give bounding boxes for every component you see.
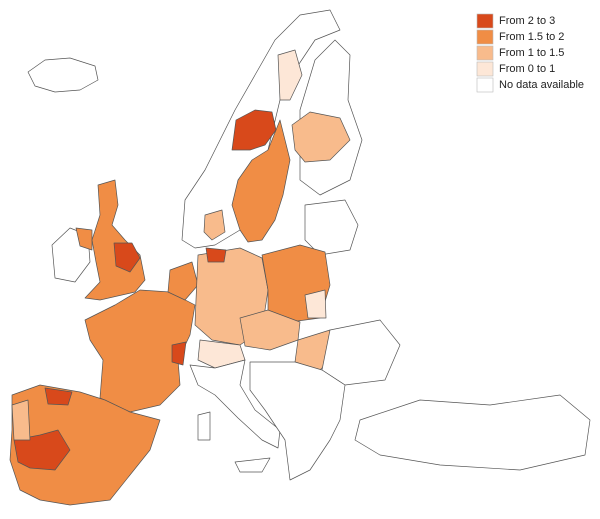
legend-label: From 1 to 1.5 (499, 47, 564, 59)
region (231, 109, 277, 151)
region (84, 179, 146, 301)
region (203, 209, 226, 241)
region (249, 361, 346, 481)
region (321, 319, 401, 386)
legend-label: No data available (499, 79, 584, 91)
region (234, 457, 271, 473)
region (197, 411, 211, 441)
region (113, 242, 141, 273)
region (27, 57, 99, 93)
legend-swatch (476, 61, 494, 77)
region (231, 119, 291, 243)
region (11, 399, 31, 441)
regions (9, 9, 591, 506)
region (291, 111, 351, 163)
region (75, 227, 93, 251)
region (354, 394, 591, 471)
legend-label: From 1.5 to 2 (499, 31, 564, 43)
legend-swatch (476, 13, 494, 29)
region (277, 49, 303, 101)
legend-swatch (476, 77, 494, 93)
legend-label: From 0 to 1 (499, 63, 555, 75)
legend: From 2 to 3 From 1.5 to 2 From 1 to 1.5 Fro… (476, 13, 584, 93)
region (189, 359, 281, 449)
legend-swatch (476, 45, 494, 61)
legend-swatch (476, 29, 494, 45)
region (84, 289, 196, 413)
region (171, 341, 187, 366)
region (9, 384, 161, 506)
region (167, 261, 199, 301)
legend-label: From 2 to 3 (499, 15, 555, 27)
region (304, 289, 327, 319)
region (44, 387, 73, 406)
region (304, 199, 359, 256)
region (205, 247, 227, 263)
